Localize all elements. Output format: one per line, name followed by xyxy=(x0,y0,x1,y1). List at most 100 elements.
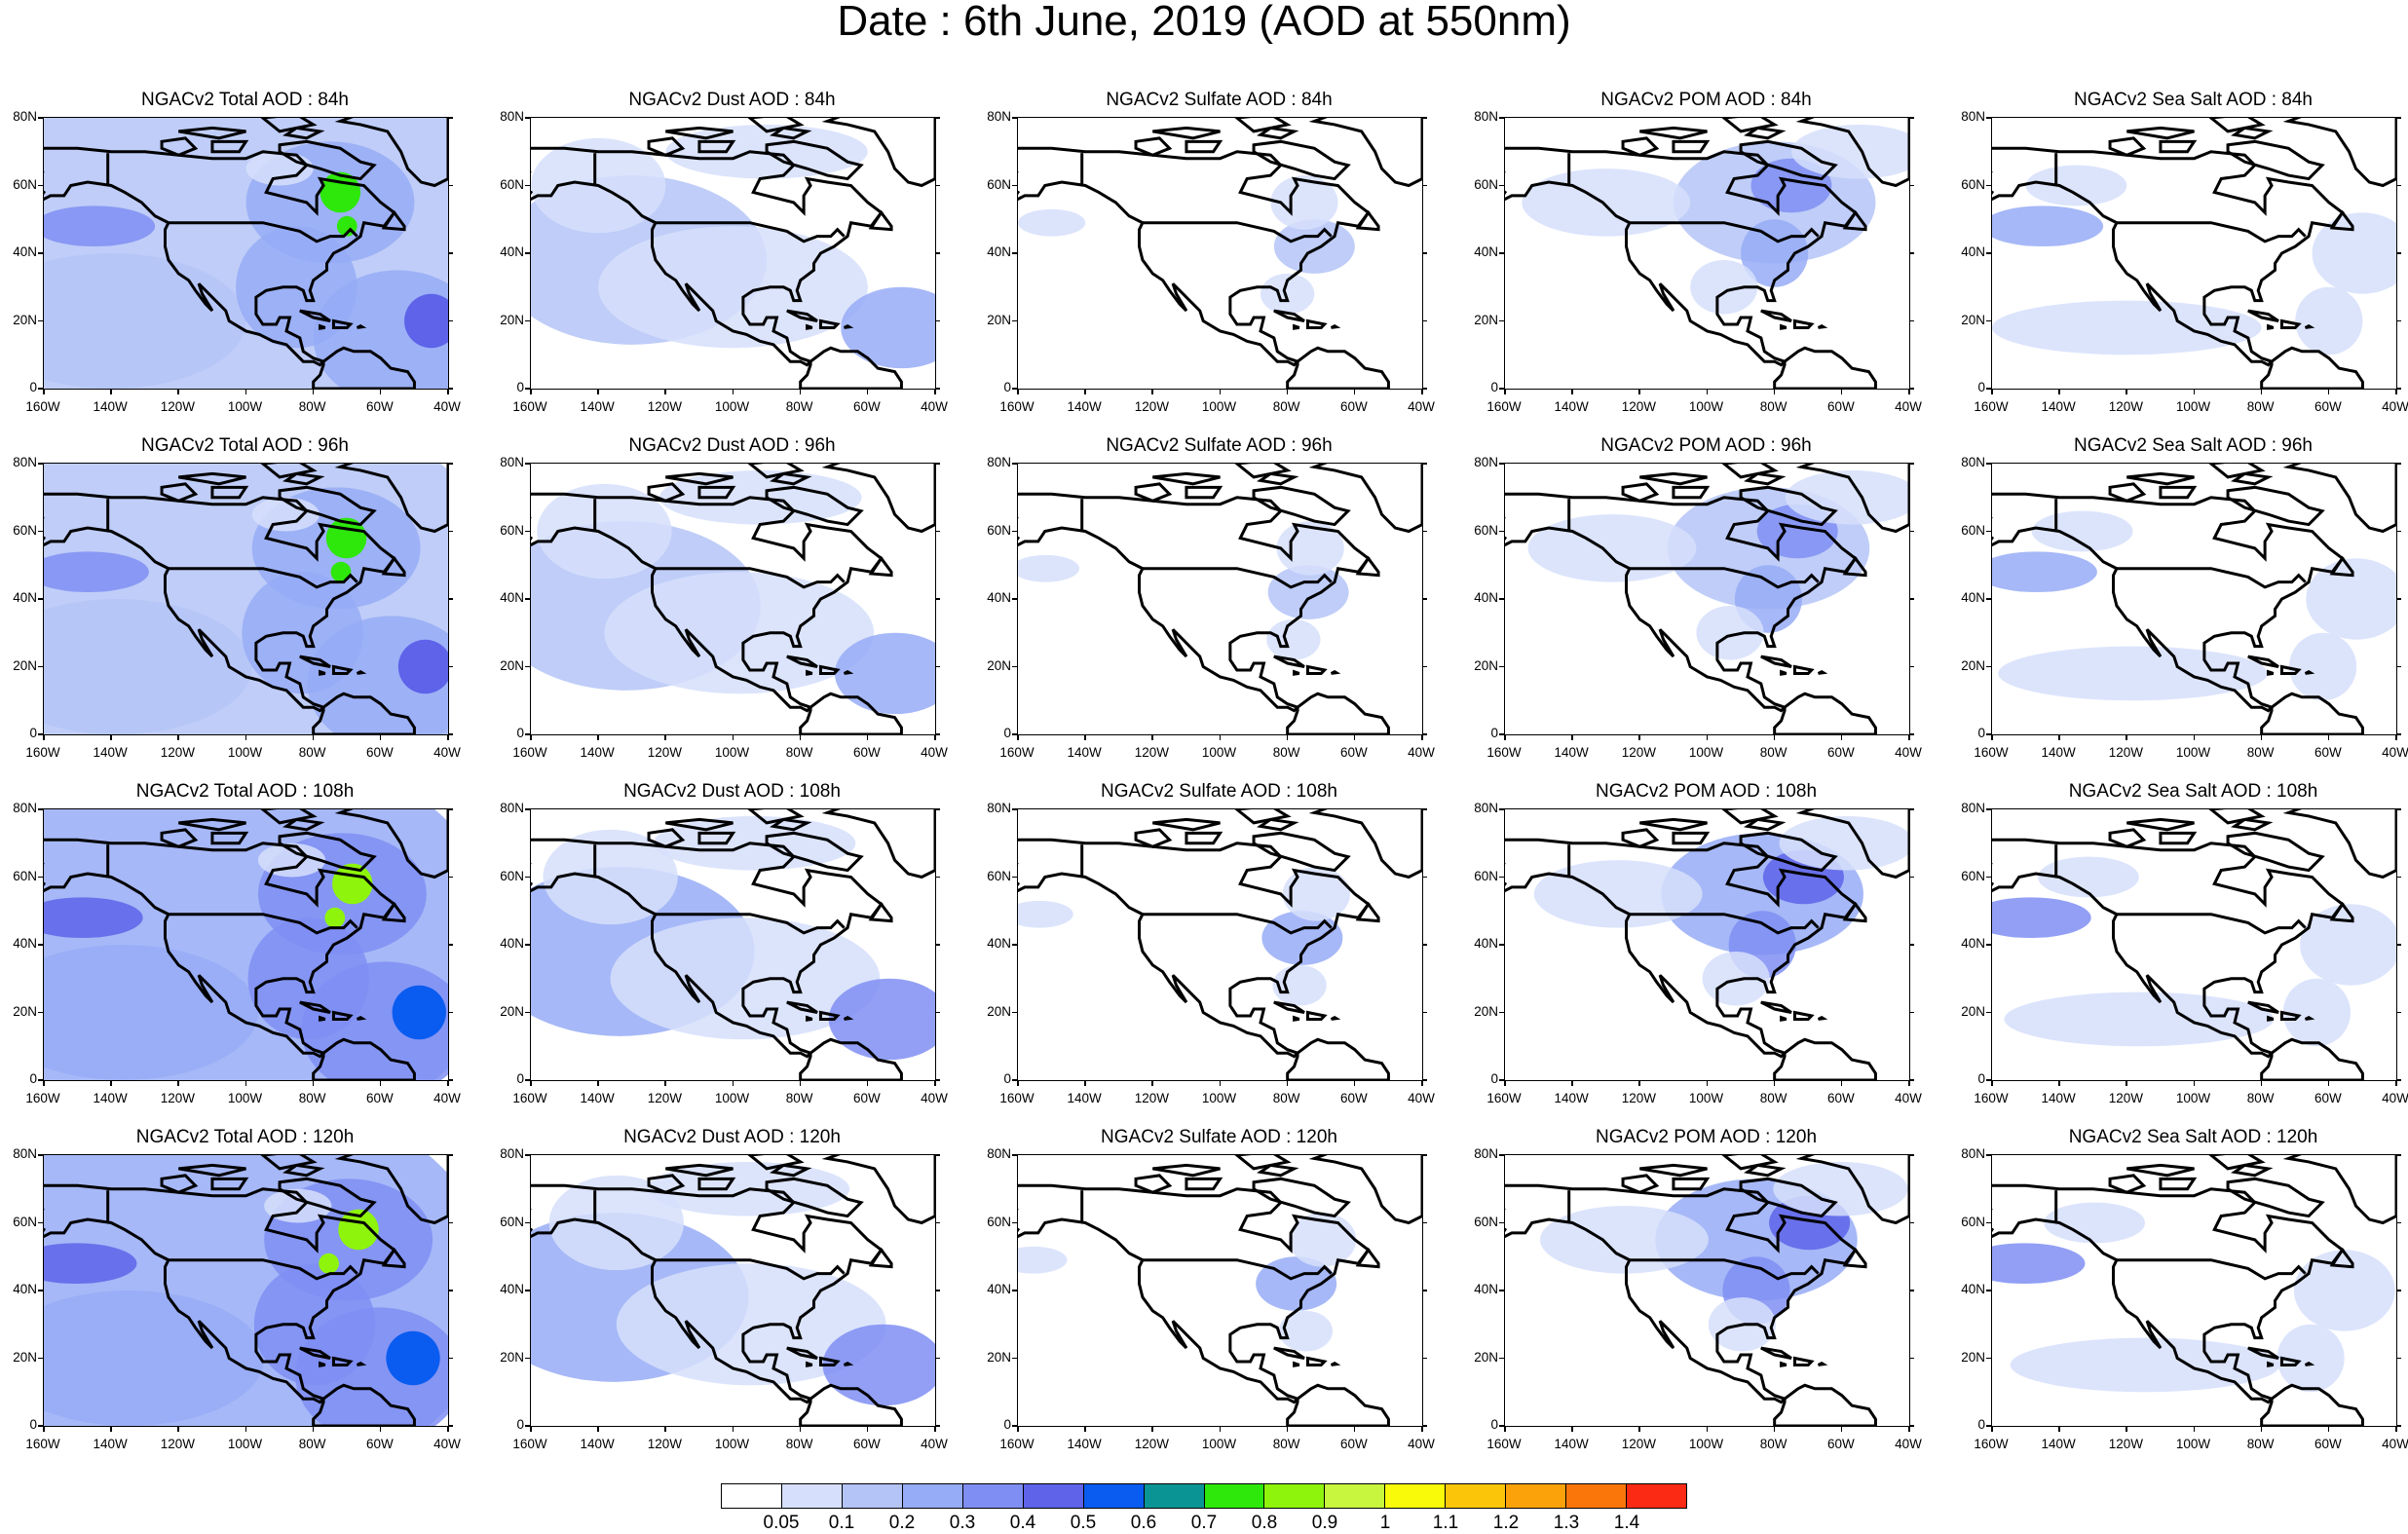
coastline-island xyxy=(1136,1176,1170,1192)
coastline-island xyxy=(787,1002,817,1012)
aod-shading xyxy=(828,978,935,1061)
map-frame xyxy=(43,808,449,1081)
lat-tick-mark xyxy=(525,463,530,465)
coastline-south-america xyxy=(2262,348,2363,389)
lon-tick-mark xyxy=(43,389,45,394)
coastline-island xyxy=(2110,830,2144,846)
aod-shading xyxy=(2295,286,2363,355)
coastline-island xyxy=(212,1179,246,1188)
map-frame xyxy=(1017,808,1423,1081)
lat-tick-label: 0 xyxy=(1490,1417,1498,1432)
lat-tick-label: 60N xyxy=(1961,868,1985,883)
aod-shading xyxy=(324,907,346,928)
lat-tick-label: 0 xyxy=(29,380,37,394)
map-seasalt xyxy=(1992,464,2396,734)
lon-tick-mark xyxy=(530,389,532,394)
coastline-island xyxy=(2281,321,2298,328)
lat-tick-mark xyxy=(1422,1011,1427,1013)
lat-tick-label: 80N xyxy=(500,1146,524,1161)
lat-tick-mark xyxy=(1422,1154,1427,1156)
lon-tick-mark xyxy=(1151,734,1153,740)
lat-tick-mark xyxy=(1499,184,1504,186)
lat-tick-mark xyxy=(1909,876,1914,878)
lat-tick-mark xyxy=(935,1079,940,1081)
figure-title: Date : 6th June, 2019 (AOD at 550nm) xyxy=(837,0,1571,45)
lon-tick-mark xyxy=(2260,1426,2263,1432)
aod-shading xyxy=(2025,165,2127,206)
lat-tick-mark xyxy=(935,530,940,532)
lon-tick-mark xyxy=(2058,1426,2060,1432)
coastline-greenland xyxy=(1801,464,1909,532)
lon-tick-label: 160W xyxy=(512,1091,547,1105)
map-frame xyxy=(1991,808,2397,1081)
coastline-island xyxy=(871,1250,891,1266)
lon-tick-label: 60W xyxy=(1339,399,1368,414)
map-dust xyxy=(531,809,935,1080)
coastline-island xyxy=(1307,1359,1324,1366)
lon-tick-label: 80W xyxy=(785,399,813,414)
lat-tick-mark xyxy=(38,876,43,878)
lat-tick-mark xyxy=(1909,1357,1914,1359)
lat-tick-mark xyxy=(1422,1425,1427,1427)
lon-tick-label: 140W xyxy=(93,1091,128,1105)
coastline-island xyxy=(1307,667,1324,674)
lon-tick-mark xyxy=(2126,734,2127,740)
coastline-baffin xyxy=(767,487,861,524)
lat-tick-mark xyxy=(38,1357,43,1359)
colorbar-cell xyxy=(1264,1484,1326,1508)
lat-tick-mark xyxy=(448,530,453,532)
lon-tick-mark xyxy=(1991,1426,1993,1432)
coastline-greenland xyxy=(827,809,935,878)
lat-tick-mark xyxy=(1012,808,1017,810)
lon-tick-mark xyxy=(2126,1080,2127,1086)
coastline-baffin xyxy=(280,487,374,524)
coastline-island xyxy=(1237,464,1288,477)
lon-tick-mark xyxy=(799,734,802,740)
lat-tick-label: 40N xyxy=(1474,936,1498,951)
coastline-island xyxy=(1724,464,1775,477)
lat-tick-mark xyxy=(935,1011,940,1013)
lat-tick-label: 60N xyxy=(500,868,524,883)
coastline-island xyxy=(1237,118,1288,131)
lon-tick-mark xyxy=(1219,1426,1221,1432)
coastline-greenland xyxy=(1801,1155,1909,1223)
lon-tick-label: 140W xyxy=(580,745,615,760)
border-us-canada xyxy=(656,1260,845,1279)
coastline-island xyxy=(212,487,246,497)
coastline-island xyxy=(162,138,196,155)
lon-tick-mark xyxy=(1571,734,1573,740)
map-sulfate xyxy=(1018,118,1422,389)
lon-tick-label: 160W xyxy=(1486,1091,1522,1105)
lon-tick-mark xyxy=(177,1426,179,1432)
aod-shading xyxy=(1533,860,1703,928)
lat-tick-mark xyxy=(1909,1290,1914,1291)
lat-tick-mark xyxy=(935,252,940,254)
coastline-greenland xyxy=(2288,1155,2396,1223)
border-us-canada xyxy=(1630,223,1819,242)
lon-tick-label: 60W xyxy=(852,1437,881,1451)
coastline-island xyxy=(773,819,808,829)
panel-title: NGACv2 Sea Salt AOD : 84h xyxy=(2073,90,2313,110)
lon-tick-label: 100W xyxy=(227,1091,263,1105)
coastline-north-america xyxy=(1505,840,1856,1056)
colorbar xyxy=(721,1483,1687,1509)
coastline-island xyxy=(384,1250,404,1266)
lat-tick-mark xyxy=(38,1011,43,1013)
coastline-island xyxy=(320,1018,325,1020)
coastline-greenland xyxy=(827,118,935,186)
coastline-island xyxy=(1761,311,1791,320)
coastline-island xyxy=(1782,1018,1787,1020)
lon-tick-label: 100W xyxy=(227,1437,263,1451)
lat-tick-mark xyxy=(1909,665,1914,667)
colorbar-label: 0.3 xyxy=(949,1513,976,1533)
lat-tick-label: 80N xyxy=(13,1146,37,1161)
coastline-island xyxy=(1295,1018,1299,1020)
lat-tick-mark xyxy=(2396,252,2401,254)
lon-tick-label: 40W xyxy=(1895,1091,1922,1105)
lon-tick-mark xyxy=(1084,389,1086,394)
coastline-island xyxy=(178,128,245,137)
lat-tick-mark xyxy=(1986,1011,1991,1013)
colorbar-cell xyxy=(1144,1484,1205,1508)
lat-tick-mark xyxy=(448,463,453,465)
coastline-island xyxy=(212,833,246,842)
